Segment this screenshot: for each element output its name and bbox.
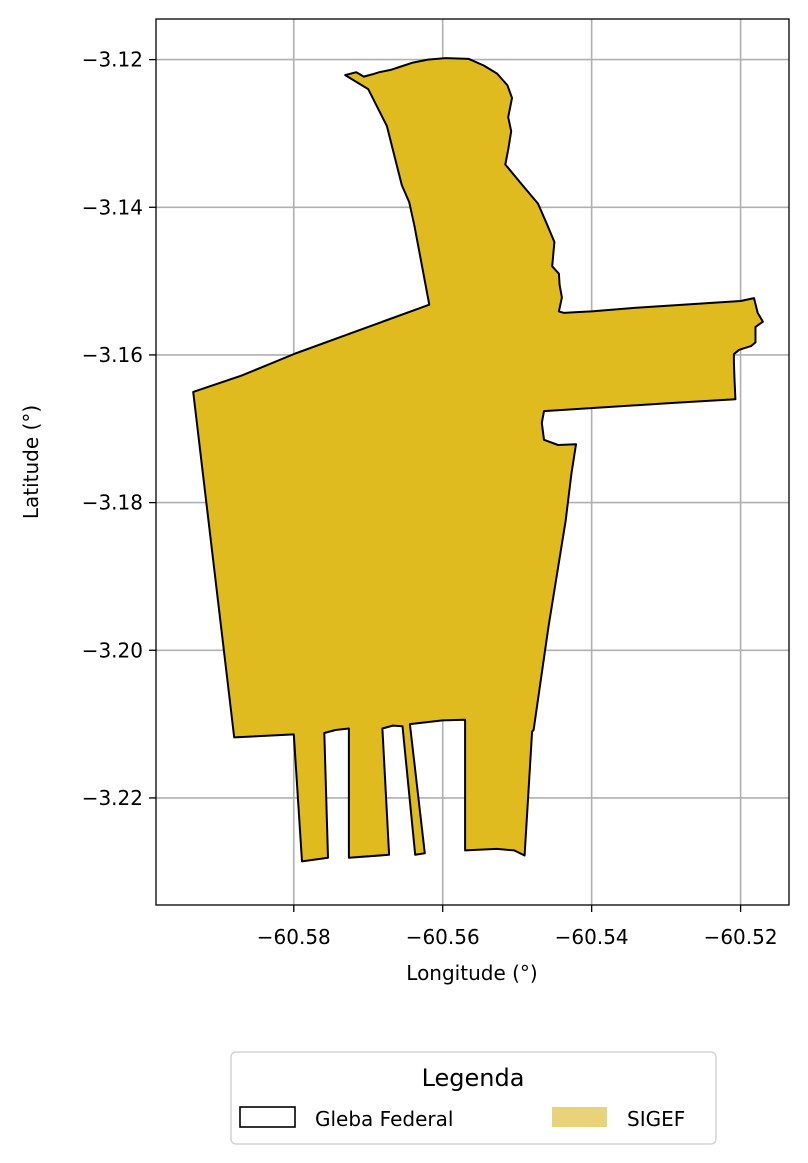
y-tick-label-4: −3.20 <box>82 638 143 662</box>
x-tick-label-2: −60.54 <box>555 925 629 949</box>
y-tick-label-0: −3.12 <box>82 48 143 72</box>
legend-label-sigef: SIGEF <box>627 1107 685 1131</box>
x-axis-title: Longitude (°) <box>406 961 537 985</box>
axis-ticks: −60.58 −60.56 −60.54 −60.52 −3.12 −3.14 −3.16 −… <box>82 48 778 949</box>
sigef-polygon <box>192 57 764 863</box>
x-tick-label-3: −60.52 <box>704 925 778 949</box>
x-tick-label-1: −60.56 <box>406 925 480 949</box>
legend-label-gleba-federal: Gleba Federal <box>315 1107 453 1131</box>
y-tick-label-5: −3.22 <box>82 786 143 810</box>
y-tick-label-2: −3.16 <box>82 343 143 367</box>
x-tick-label-0: −60.58 <box>257 925 331 949</box>
y-tick-label-1: −3.14 <box>82 195 143 219</box>
legend-swatch-gleba-federal <box>239 1106 296 1128</box>
y-tick-label-3: −3.18 <box>82 491 143 515</box>
legend-swatch-sigef <box>552 1107 607 1127</box>
legend: Legenda Gleba Federal SIGEF <box>230 1051 717 1145</box>
plot-frame <box>155 18 790 906</box>
sigef-layer <box>192 57 764 863</box>
legend-title: Legenda <box>422 1064 525 1092</box>
y-axis-title: Latitude (°) <box>19 405 43 519</box>
